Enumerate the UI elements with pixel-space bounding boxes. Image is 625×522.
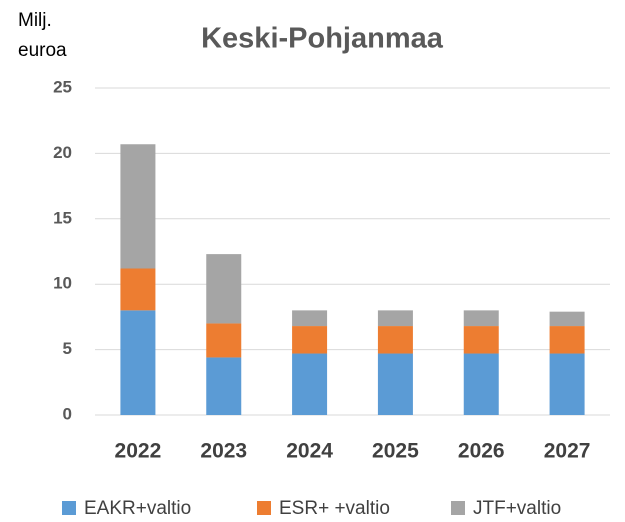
bar-segment — [463, 310, 499, 327]
chart-title: Keski-Pohjanmaa — [201, 23, 444, 55]
y-tick-label: 15 — [53, 208, 72, 227]
bar-segment — [292, 310, 328, 327]
legend-swatch — [62, 501, 76, 515]
bar-segment — [206, 323, 242, 358]
bar-segment — [549, 326, 585, 354]
bar-segment — [120, 310, 156, 415]
bar-segment — [120, 268, 156, 311]
bar-segment — [377, 353, 413, 415]
bar-segment — [292, 326, 328, 354]
y-tick-label: 10 — [53, 274, 72, 293]
legend-label: ESR+ +valtio — [279, 498, 390, 519]
bar-segment — [463, 326, 499, 354]
x-tick-label: 2025 — [372, 440, 419, 463]
bar-segment — [206, 254, 242, 324]
bar-segment — [120, 144, 156, 269]
legend-label: EAKR+valtio — [84, 498, 191, 519]
bar-segment — [377, 310, 413, 327]
x-tick-label: 2026 — [458, 440, 505, 463]
legend-swatch — [257, 501, 271, 515]
x-tick-label: 2023 — [200, 440, 247, 463]
legend-swatch — [451, 501, 465, 515]
bar-segment — [206, 357, 242, 415]
x-tick-label: 2027 — [544, 440, 591, 463]
y-axis-label: Milj. euroa — [18, 10, 67, 61]
x-tick-label: 2024 — [286, 440, 333, 463]
bar-segment — [377, 326, 413, 354]
y-tick-label: 5 — [63, 339, 72, 358]
bar-segment — [549, 353, 585, 415]
bar-segment — [549, 311, 585, 327]
x-tick-label: 2022 — [115, 440, 162, 463]
y-tick-label: 0 — [63, 404, 72, 423]
bar-segment — [292, 353, 328, 415]
bar-segment — [463, 353, 499, 415]
y-tick-label: 20 — [53, 143, 72, 162]
y-tick-label: 25 — [53, 77, 72, 96]
legend-label: JTF+valtio — [473, 498, 561, 519]
